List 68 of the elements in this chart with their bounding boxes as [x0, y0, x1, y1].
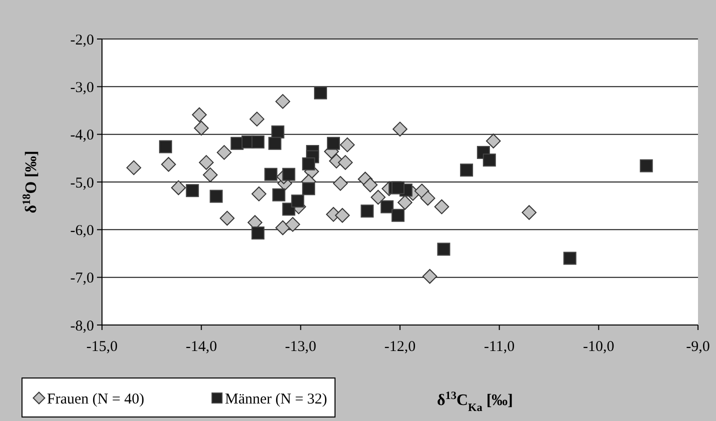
x-tick-label: -12,0: [384, 339, 416, 355]
point: [640, 159, 653, 172]
point: [460, 164, 474, 177]
point: [251, 226, 264, 240]
point: [271, 125, 284, 138]
point: [291, 194, 304, 208]
point: [159, 140, 172, 154]
point: [362, 177, 378, 192]
point: [275, 94, 290, 109]
point: [220, 210, 235, 226]
point: [252, 186, 266, 202]
point: [326, 136, 340, 150]
point: [192, 107, 207, 122]
point: [272, 188, 286, 202]
x-tick-label: -10,0: [583, 339, 614, 355]
x-tick-label: -13,0: [285, 339, 316, 355]
point: [338, 155, 353, 170]
point: [392, 181, 405, 194]
point: [202, 167, 218, 182]
point: [398, 195, 412, 210]
point: [186, 184, 199, 198]
y-tick-label: -8,0: [70, 318, 94, 334]
point: [264, 168, 278, 181]
point: [380, 200, 394, 214]
point: [340, 137, 355, 152]
point: [370, 190, 386, 205]
point: [486, 134, 501, 148]
point: [251, 135, 264, 148]
point: [333, 176, 348, 191]
point: [250, 112, 264, 126]
point: [422, 268, 438, 284]
legend-label: Frauen (N = 40): [47, 391, 144, 408]
x-tick-label: -9,0: [686, 339, 710, 355]
point: [302, 157, 316, 170]
point: [198, 155, 214, 170]
y-tick-label: -5,0: [70, 175, 94, 192]
point: [126, 160, 142, 176]
point: [161, 156, 176, 172]
y-tick-label: -3,0: [70, 80, 94, 96]
point: [360, 204, 374, 218]
point: [522, 205, 537, 220]
point: [285, 217, 300, 232]
y-tick-label: -6,0: [70, 222, 94, 239]
x-axis-title: δ$^{13}$C$_{Ka}$ [‰]: [436, 390, 514, 414]
point: [420, 190, 436, 206]
point: [268, 136, 282, 150]
point: [275, 220, 290, 236]
x-tick-label: -15,0: [86, 339, 118, 355]
x-tick-label: -11,0: [484, 339, 515, 355]
point: [194, 120, 209, 136]
y-tick-label: -4,0: [70, 128, 94, 144]
point: [434, 199, 450, 214]
point: [392, 208, 405, 222]
y-tick-label: -2,0: [70, 32, 94, 48]
point: [210, 190, 223, 203]
point: [282, 168, 296, 181]
point: [392, 122, 408, 136]
point: [334, 208, 350, 223]
point: [482, 154, 496, 167]
x-tick-label: -14,0: [186, 339, 217, 355]
point: [216, 145, 232, 160]
y-tick-label: -7,0: [70, 270, 94, 287]
legend-label: Männer (N = 32): [225, 391, 328, 408]
point: [314, 86, 328, 100]
point: [302, 182, 316, 196]
point: [563, 252, 576, 265]
point: [171, 180, 186, 196]
point: [437, 242, 450, 256]
